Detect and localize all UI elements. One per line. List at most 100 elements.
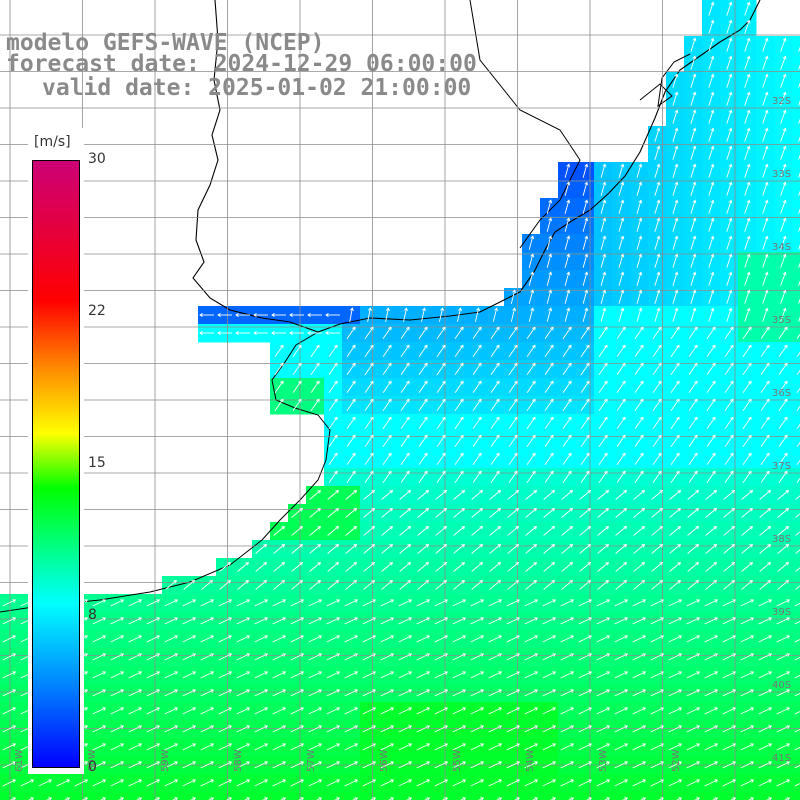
wind-arrow — [724, 344, 734, 357]
wind-arrow — [723, 561, 736, 572]
wind-arrow — [654, 127, 661, 142]
wind-arrow — [596, 779, 611, 787]
wind-arrow — [218, 599, 233, 607]
wind-arrow — [690, 199, 697, 214]
wind-speed-cell — [54, 792, 73, 800]
wind-arrow — [670, 326, 680, 339]
wind-arrow — [704, 707, 719, 715]
wind-arrow — [598, 326, 608, 339]
wind-arrow — [726, 109, 733, 124]
wind-arrow — [760, 344, 770, 357]
wind-arrow — [632, 689, 647, 697]
wind-arrow — [744, 55, 751, 70]
wind-arrow — [508, 380, 518, 393]
wind-arrow — [578, 707, 593, 715]
wind-arrow — [544, 344, 554, 357]
wind-speed-cell — [738, 792, 757, 800]
wind-arrow — [690, 235, 697, 250]
wind-arrow — [634, 434, 644, 447]
coastline — [192, 0, 761, 333]
wind-arrow — [292, 380, 302, 393]
wind-arrow — [363, 489, 376, 500]
wind-arrow — [452, 725, 467, 733]
wind-arrow — [726, 19, 733, 34]
wind-arrow — [777, 489, 790, 500]
wind-arrow — [309, 543, 322, 554]
wind-arrow — [778, 470, 788, 483]
wind-speed-cell — [90, 792, 109, 800]
wind-arrow — [778, 434, 788, 447]
wind-arrow — [416, 743, 431, 751]
wind-arrow — [688, 326, 698, 339]
wind-arrow — [490, 452, 500, 465]
wind-arrow — [578, 779, 593, 787]
wind-arrow — [398, 707, 413, 715]
wind-arrow — [380, 743, 395, 751]
wind-arrow — [417, 543, 430, 554]
wind-arrow — [110, 707, 125, 715]
wind-arrow — [632, 617, 647, 625]
wind-arrow — [562, 470, 572, 483]
wind-arrow — [794, 602, 800, 607]
wind-arrow — [506, 689, 521, 697]
river-plate-shore — [0, 331, 331, 613]
wind-arrow — [272, 779, 287, 787]
wind-arrow — [690, 37, 697, 52]
latitude-label: 35S — [772, 315, 791, 326]
wind-arrow — [708, 19, 715, 34]
wind-arrow — [798, 298, 800, 304]
wind-arrow — [471, 489, 484, 500]
wind-arrow — [560, 671, 575, 679]
wind-arrow — [600, 199, 607, 214]
wind-speed-cell — [792, 558, 800, 577]
wind-arrow — [798, 208, 800, 214]
wind-arrow — [780, 163, 787, 178]
wind-arrow — [472, 362, 482, 375]
wind-arrow — [254, 779, 269, 787]
title-valid-date: valid date: 2025-01-02 21:00:00 — [42, 75, 472, 101]
wind-arrow — [708, 91, 715, 106]
wind-arrow — [472, 344, 482, 357]
wind-arrow — [400, 470, 410, 483]
wind-arrow — [56, 779, 71, 787]
wind-arrow — [200, 743, 215, 751]
wind-arrow — [762, 163, 769, 178]
wind-arrow — [706, 416, 716, 429]
wind-arrow — [400, 344, 410, 357]
wind-arrow — [327, 507, 340, 518]
wind-arrow — [795, 531, 800, 536]
wind-arrow — [526, 326, 536, 339]
wind-arrow — [508, 452, 518, 465]
wind-arrow — [758, 635, 773, 643]
wind-arrow — [524, 689, 539, 697]
wind-arrow — [471, 507, 484, 518]
wind-arrow — [435, 579, 448, 590]
wind-arrow — [708, 1, 715, 16]
wind-arrow — [708, 73, 715, 88]
wind-arrow — [218, 725, 233, 733]
wind-arrow — [382, 416, 392, 429]
wind-arrow — [614, 617, 629, 625]
wind-speed-cell — [792, 108, 800, 127]
wind-arrow — [543, 543, 556, 554]
wind-arrow — [778, 452, 788, 465]
wind-arrow — [726, 127, 733, 142]
wind-arrow — [651, 561, 664, 572]
wind-arrow — [726, 235, 733, 250]
wind-arrow — [164, 779, 179, 787]
wind-arrow — [758, 779, 773, 787]
wind-arrow — [452, 743, 467, 751]
wind-arrow — [596, 725, 611, 733]
wind-arrow — [651, 507, 664, 518]
wind-arrow — [218, 671, 233, 679]
wind-arrow — [452, 599, 467, 607]
wind-arrow — [690, 271, 697, 286]
wind-arrow — [616, 344, 626, 357]
wind-arrow — [687, 561, 700, 572]
wind-arrow — [562, 380, 572, 393]
wind-arrow — [798, 280, 800, 286]
wind-arrow — [381, 561, 394, 572]
wind-arrow — [416, 707, 431, 715]
wind-arrow — [794, 656, 800, 661]
wind-arrow — [434, 671, 449, 679]
